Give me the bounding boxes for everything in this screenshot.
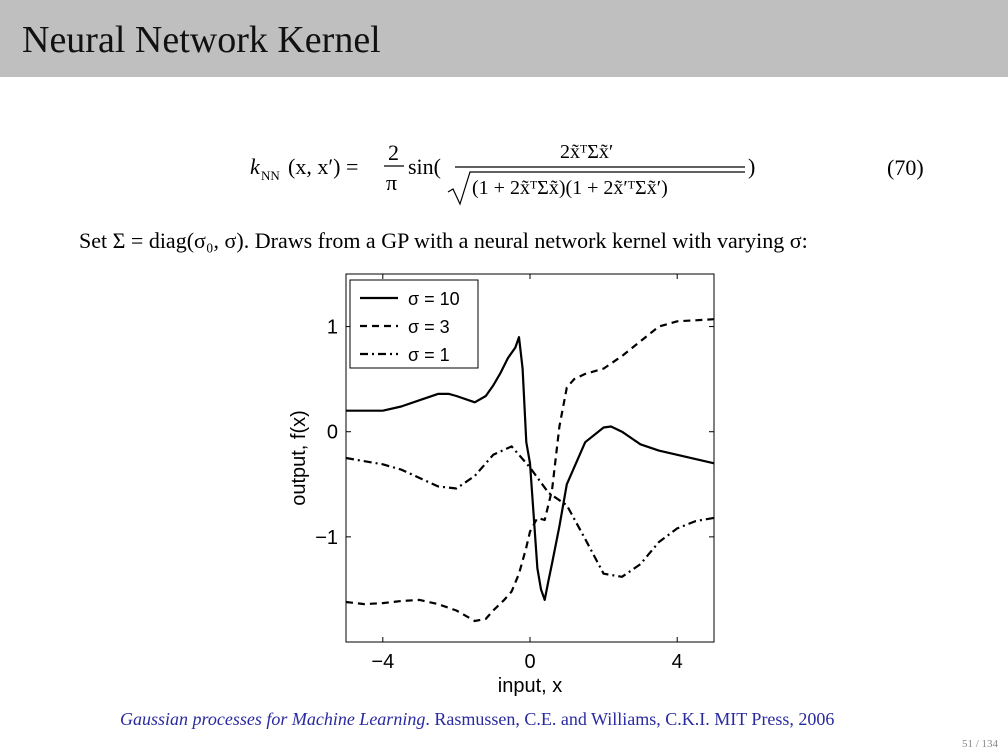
x-tick-label: 0 — [524, 651, 535, 673]
series-group — [345, 318, 715, 623]
kernel-equation: k NN (x, x′) = 2 π sin( 2x̃ᵀΣx̃′ (1 + 2x… — [250, 140, 755, 206]
series-line-dashed — [345, 318, 715, 623]
x-axis-label: input, x — [498, 675, 562, 697]
set-line: Set Σ = diag(σ₀, σ). Draws from a GP wit… — [79, 228, 808, 253]
axis-ticks: −4 0 4 1 0 −1 — [315, 274, 714, 673]
eq-sin: sin( — [408, 154, 441, 179]
citation-details: . Rasmussen, C.E. and Williams, C.K.I. M… — [425, 709, 835, 729]
citation-title: Gaussian processes for Machine Learning — [120, 709, 426, 729]
legend: σ = 10 σ = 3 σ = 1 — [349, 279, 479, 369]
x-tick-label: 4 — [672, 651, 683, 673]
eq-lhs-sub: NN — [261, 168, 280, 183]
eq-lhs-args: (x, x′) = — [288, 154, 358, 179]
legend-label: σ = 1 — [408, 345, 450, 365]
eq-frac-den: π — [386, 170, 397, 195]
y-axis-label: output, f(x) — [288, 410, 310, 506]
legend-label: σ = 10 — [408, 289, 460, 309]
eq-lhs: k — [250, 154, 261, 179]
sqrt-sign — [447, 171, 745, 206]
legend-label: σ = 3 — [408, 317, 450, 337]
title-bar: Neural Network Kernel — [0, 0, 1008, 77]
eq-denominator: (1 + 2x̃ᵀΣx̃)(1 + 2x̃′ᵀΣx̃′) — [472, 177, 668, 199]
y-tick-label: 1 — [327, 317, 338, 339]
equation-number: (70) — [887, 155, 924, 180]
gp-samples-chart: −4 0 4 1 0 −1 σ = 10 σ = 3 σ = 1 input, x outpu… — [288, 273, 715, 697]
slide-title: Neural Network Kernel — [22, 19, 381, 61]
y-tick-label: −1 — [315, 527, 338, 549]
eq-numerator: 2x̃ᵀΣx̃′ — [560, 141, 613, 163]
citation: Gaussian processes for Machine Learning.… — [120, 709, 834, 730]
legend-box — [349, 279, 479, 369]
series-line-solid — [346, 336, 715, 601]
x-tick-label: −4 — [371, 651, 394, 673]
eq-close: ) — [748, 154, 755, 179]
y-tick-label: 0 — [327, 422, 338, 444]
page-number: 51 / 134 — [961, 738, 998, 750]
eq-frac-num: 2 — [388, 140, 399, 165]
